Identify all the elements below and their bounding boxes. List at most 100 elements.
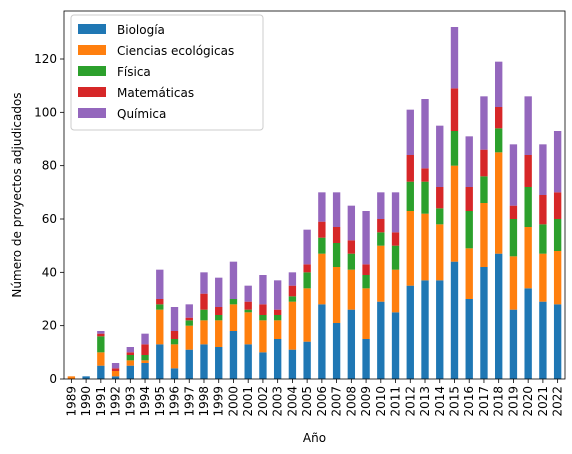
bar-segment (273, 280, 282, 310)
y-tick-label: 60 (42, 212, 57, 226)
bar-segment (332, 192, 341, 227)
bar-segment (303, 288, 311, 342)
y-axis: 0 20 40 60 80 100 120 (34, 52, 64, 386)
bar-segment (303, 341, 311, 379)
legend-label: Física (117, 65, 151, 79)
bar-segment (347, 205, 356, 241)
bar-segment (288, 296, 297, 302)
bar-segment (229, 331, 238, 379)
x-tick-label: 1997 (182, 386, 196, 417)
bar-segment (362, 288, 370, 339)
bar-segment (347, 240, 356, 254)
bar-segment (318, 237, 326, 254)
legend-label: Matemáticas (117, 86, 194, 100)
bar-segment (436, 280, 444, 379)
bar-segment (347, 253, 356, 270)
bar-segment (421, 99, 429, 169)
x-tick-label: 2013 (418, 386, 432, 417)
bar-segment (156, 299, 164, 305)
bar-segment (288, 285, 297, 297)
bar-segment (141, 360, 149, 363)
bar-segment (391, 245, 400, 270)
x-axis-label: Año (303, 431, 326, 445)
bar-segment (495, 253, 503, 379)
bar-segment (450, 27, 459, 89)
bar-segment (450, 165, 459, 262)
x-tick-label: 1996 (168, 386, 182, 417)
x-tick-label: 1994 (138, 386, 152, 417)
bar-segment (332, 323, 341, 379)
x-tick-label: 2011 (389, 386, 403, 417)
bar-segment (141, 363, 149, 379)
bar-segment (156, 304, 164, 310)
bar-segment (480, 96, 488, 150)
bar-segment (229, 299, 238, 305)
legend: Biología Ciencias ecológicas Física Matemát… (70, 14, 264, 131)
bar-segment (215, 347, 223, 379)
x-tick-label: 2000 (226, 386, 240, 417)
x-tick-label: 1999 (212, 386, 226, 417)
bar-segment (126, 352, 134, 355)
bar-segment (377, 192, 385, 219)
x-tick-label: 2014 (433, 386, 447, 417)
x-tick-label: 1992 (109, 386, 123, 417)
bar-segment (509, 309, 518, 379)
bar-segment (185, 317, 193, 321)
bar-segment (273, 320, 282, 339)
bar-segment (244, 344, 252, 379)
legend-frame (70, 14, 264, 131)
bar-segment (170, 368, 179, 379)
bar-segment (259, 320, 267, 353)
legend-label: Biología (117, 23, 165, 37)
bar-segment (377, 232, 385, 246)
x-tick-label: 2016 (462, 386, 476, 417)
bar-segment (303, 272, 311, 289)
bar-segment (406, 211, 414, 286)
bar-segment (303, 264, 311, 273)
bar-segment (377, 301, 385, 379)
x-tick-label: 2002 (256, 386, 270, 417)
bar-segment (288, 349, 297, 379)
bar-segment (200, 344, 208, 379)
x-tick-label: 2012 (403, 386, 417, 417)
bar-segment (524, 187, 532, 227)
bar-segment (97, 365, 105, 379)
bar-segment (509, 219, 518, 257)
bar-segment (539, 253, 547, 302)
legend-label: Ciencias ecológicas (117, 44, 234, 58)
bar-segment (421, 168, 429, 182)
bar-segment (553, 192, 562, 219)
plot-frame (63, 10, 566, 380)
bar-segment (126, 347, 134, 353)
bar-segment (200, 309, 208, 321)
legend-swatch (78, 108, 106, 118)
y-tick-label: 20 (42, 319, 57, 333)
bar-segment (156, 344, 164, 379)
bar-segment (524, 227, 532, 289)
x-tick-label: 2018 (492, 386, 506, 417)
legend-label: Química (117, 107, 166, 121)
x-tick-label: 1998 (197, 386, 211, 417)
bar-segment (450, 261, 459, 379)
bar-segment (332, 267, 341, 323)
y-tick-label: 120 (34, 52, 57, 66)
bar-segment (215, 320, 223, 347)
x-tick-label: 2020 (521, 386, 535, 417)
bar-segment (273, 315, 282, 321)
bar-segment (465, 136, 473, 187)
legend-swatch (78, 66, 106, 76)
bar-segment (553, 131, 562, 193)
x-tick-label: 2006 (315, 386, 329, 417)
bar-segment (141, 344, 149, 355)
bar-segment (82, 376, 90, 379)
bar-segment (539, 195, 547, 225)
bar-segment (524, 96, 532, 155)
y-tick-label: 0 (49, 372, 57, 386)
bar-segment (259, 275, 267, 305)
x-tick-label: 2017 (477, 386, 491, 417)
bar-segment (362, 339, 370, 379)
x-tick-label: 1990 (79, 386, 93, 417)
bar-segment (200, 293, 208, 310)
bar-segment (347, 309, 356, 379)
